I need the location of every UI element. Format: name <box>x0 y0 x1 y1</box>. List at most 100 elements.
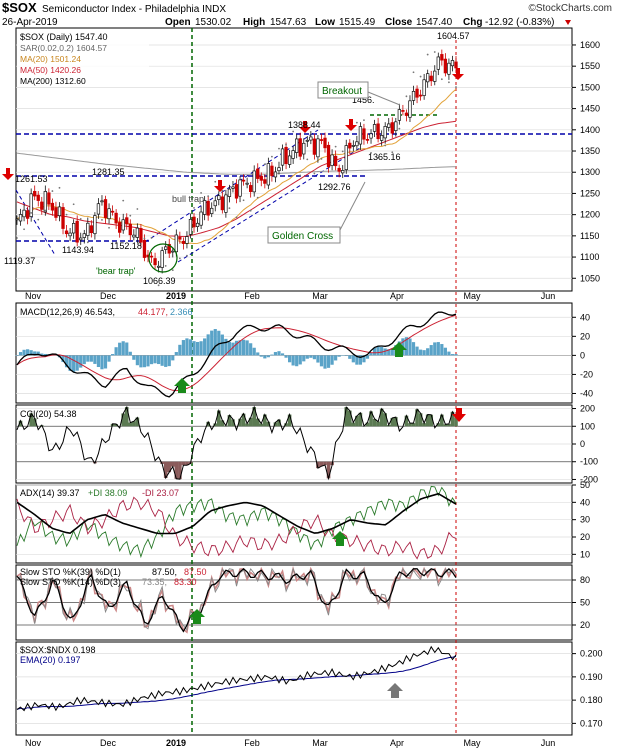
macd-hist-bar <box>103 355 108 369</box>
macd-hist-bar <box>411 342 416 356</box>
macd-hist-bar <box>337 355 341 357</box>
candle <box>174 234 178 253</box>
price-series-layer <box>15 49 458 287</box>
macd-hist-bar <box>174 352 178 356</box>
candle <box>372 124 377 132</box>
macd-hist-bar <box>89 355 93 362</box>
adx-diplus-label: +DI 38.09 <box>88 488 127 498</box>
macd-hist-bar <box>79 355 83 368</box>
sar-dot <box>306 158 309 161</box>
sell-arrow-icon <box>452 408 466 422</box>
label-1604: 1604.57 <box>437 31 470 41</box>
sar-dot <box>363 119 365 122</box>
sar-dot <box>122 199 125 202</box>
macd-hist-bar <box>429 345 433 356</box>
macd-hist-bar <box>68 355 72 371</box>
macd-hist-bar <box>355 355 359 365</box>
y-tick-label: 0.180 <box>580 695 603 705</box>
sar-dot <box>285 143 287 146</box>
candle <box>79 237 83 241</box>
candle <box>337 167 341 172</box>
adx-legend-label: ADX(14) 39.37 <box>20 488 80 498</box>
sell-arrow-icon <box>2 168 14 180</box>
macd-hist-bar <box>171 355 175 361</box>
macd-hist-bar <box>259 355 263 357</box>
sar-dot <box>171 269 174 272</box>
macd-hist-bar <box>110 354 115 356</box>
candle <box>86 222 90 236</box>
x-tick-label: Nov <box>25 738 42 748</box>
macd-hist-bar <box>82 355 86 365</box>
candle <box>68 232 72 237</box>
sar-dot <box>448 81 450 84</box>
macd-hist-bar <box>231 342 235 356</box>
sar-dot <box>193 206 195 209</box>
macd-hist-bar <box>178 344 182 356</box>
candle <box>280 148 285 166</box>
macd-hist-bar <box>436 342 440 356</box>
macd-hist-bar <box>132 355 136 360</box>
candle <box>135 227 140 238</box>
y-tick-label: 40 <box>580 312 590 322</box>
candle <box>199 211 203 226</box>
y-tick-label: 10 <box>580 549 590 559</box>
macd-hist-bar <box>249 343 253 356</box>
macd-hist-bar <box>199 341 203 356</box>
sar-dot <box>186 254 188 257</box>
sar-dot <box>108 226 110 229</box>
sar-dot <box>419 75 422 78</box>
cci-line <box>16 405 457 481</box>
candle <box>128 223 132 236</box>
candle <box>61 207 65 229</box>
ma50-line <box>16 120 457 238</box>
macd-hist-bar <box>15 355 19 356</box>
sar-dot <box>384 144 387 147</box>
y-tick-label: 1600 <box>580 40 600 50</box>
candle <box>319 139 324 141</box>
y-tick-label: 1150 <box>580 231 599 241</box>
sar-dot <box>327 184 330 187</box>
macd-hist-bar <box>234 340 239 356</box>
x-tick-label: Apr <box>390 291 404 301</box>
sar-dot <box>58 186 61 189</box>
sar-dot <box>228 207 231 210</box>
candle <box>326 144 331 168</box>
sar-dot <box>65 213 68 216</box>
candle <box>139 228 143 243</box>
sar-dot <box>440 78 443 81</box>
y-tick-label: 50 <box>580 480 590 490</box>
sto2-d-value: 83.30 <box>174 577 197 587</box>
candle <box>40 201 44 210</box>
macd-hist-bar <box>454 354 458 356</box>
sar-dot <box>370 151 372 154</box>
label-1292: 1292.76 <box>318 182 351 192</box>
candle <box>316 138 320 158</box>
label-1388: 1388.44 <box>288 120 321 130</box>
candle <box>220 196 224 211</box>
x-tick-label: Mar <box>312 738 328 748</box>
sar-dot <box>93 233 96 236</box>
sell-arrow-icon <box>345 119 357 131</box>
macd-hist-bar <box>36 351 40 356</box>
bull-trap-label: bull trap <box>172 194 204 204</box>
label-1281: 1281.35 <box>92 167 125 177</box>
sar-dot <box>214 180 217 183</box>
sar-dot <box>101 219 103 221</box>
sar-dot <box>115 241 118 244</box>
candle <box>185 236 189 244</box>
candle <box>312 138 317 155</box>
di-minus-line <box>16 496 457 560</box>
macd-hist-bar <box>418 349 423 356</box>
legend-ma20: MA(20) 1501.24 <box>20 54 81 64</box>
candle <box>362 128 366 140</box>
golden-cross-pointer <box>339 181 366 231</box>
macd-hist-bar <box>227 341 232 356</box>
sell-arrow-icon <box>299 121 311 133</box>
macd-hist-bar <box>118 342 122 356</box>
candle <box>344 145 348 170</box>
candle <box>380 135 384 141</box>
breakout-label: Breakout <box>322 86 362 97</box>
sar-dot <box>72 203 75 206</box>
macd-hist-bar <box>195 341 200 356</box>
candle <box>330 154 334 166</box>
